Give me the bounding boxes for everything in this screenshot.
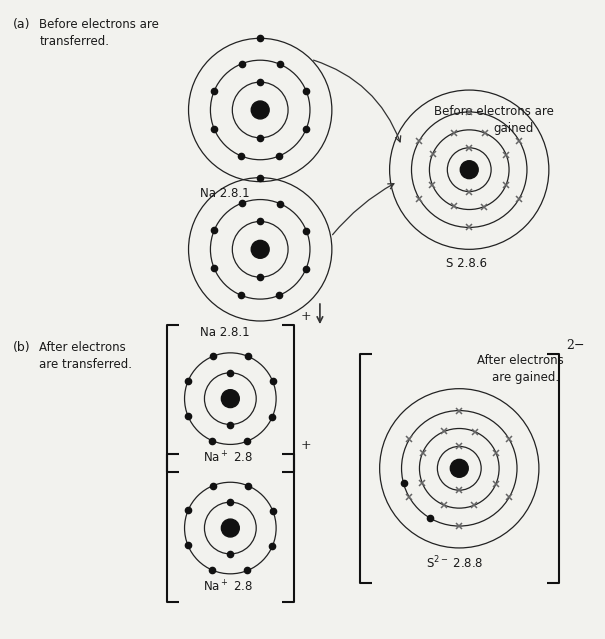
Text: S 2.8.6: S 2.8.6 xyxy=(446,258,487,270)
Text: transferred.: transferred. xyxy=(39,35,110,49)
Text: (a): (a) xyxy=(13,19,31,31)
FancyArrowPatch shape xyxy=(333,183,394,235)
Text: Before electrons are: Before electrons are xyxy=(434,105,554,118)
Text: gained: gained xyxy=(494,122,534,135)
Text: 2$-$: 2$-$ xyxy=(566,338,585,352)
Text: are gained.: are gained. xyxy=(492,371,559,383)
Circle shape xyxy=(251,240,269,258)
Circle shape xyxy=(460,161,478,179)
Circle shape xyxy=(221,390,240,408)
Text: +: + xyxy=(301,440,312,452)
Text: After electrons: After electrons xyxy=(39,341,126,354)
Circle shape xyxy=(450,459,468,477)
Circle shape xyxy=(221,519,240,537)
Text: +: + xyxy=(301,310,312,323)
Text: Na 2.8.1: Na 2.8.1 xyxy=(200,187,250,199)
Text: After electrons: After electrons xyxy=(477,354,564,367)
Text: Na$^+$ 2.8: Na$^+$ 2.8 xyxy=(203,580,253,595)
Text: are transferred.: are transferred. xyxy=(39,358,132,371)
Circle shape xyxy=(251,101,269,119)
Text: Na$^+$ 2.8: Na$^+$ 2.8 xyxy=(203,450,253,465)
FancyArrowPatch shape xyxy=(313,60,401,142)
Text: S$^{2-}$ 2.8.8: S$^{2-}$ 2.8.8 xyxy=(426,554,483,571)
Text: (b): (b) xyxy=(13,341,31,354)
Text: Na 2.8.1: Na 2.8.1 xyxy=(200,326,250,339)
Text: Before electrons are: Before electrons are xyxy=(39,19,159,31)
